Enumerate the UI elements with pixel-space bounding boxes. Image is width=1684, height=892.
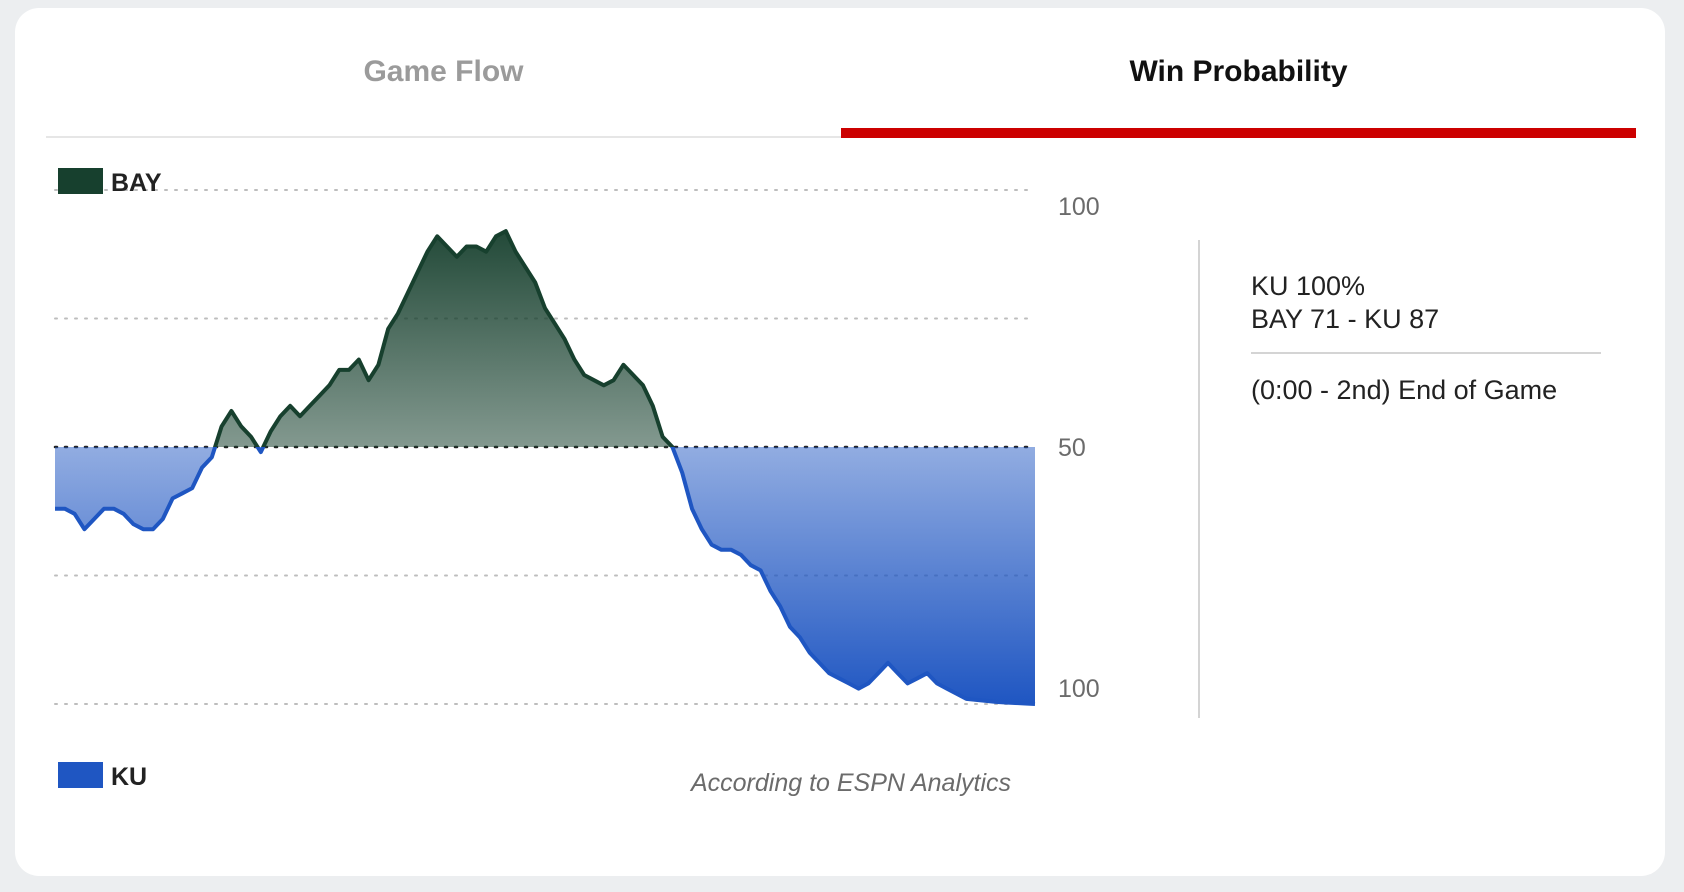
game-status: (0:00 - 2nd) End of Game (1251, 375, 1558, 405)
tab-bar: Game Flow Win Probability (46, 8, 1636, 138)
info-divider (1198, 240, 1200, 718)
info-separator (1251, 352, 1601, 354)
tab-game-flow[interactable]: Game Flow (363, 55, 524, 88)
tab-win-probability[interactable]: Win Probability (1129, 55, 1348, 88)
legend-label-ku: KU (111, 763, 147, 791)
win-probability-value: KU 100% (1251, 271, 1366, 301)
win-probability-chart: 100 50 100 BAY KU According to ESPN Anal… (53, 168, 1100, 797)
active-tab-indicator (841, 128, 1636, 138)
area-bay (55, 231, 1035, 447)
legend-swatch-ku (58, 762, 103, 788)
analytics-credit: According to ESPN Analytics (689, 769, 1011, 797)
area-ku (55, 447, 1035, 704)
legend-swatch-bay (58, 168, 103, 194)
line-bay (212, 229, 675, 447)
win-probability-card: Game Flow Win Probability 100 50 100 BAY (15, 8, 1665, 876)
line-ku (55, 447, 1036, 706)
y-tick-label-top: 100 (1058, 193, 1100, 221)
y-tick-label-bottom: 100 (1058, 675, 1100, 703)
game-info-panel: KU 100% BAY 71 - KU 87 (0:00 - 2nd) End … (1251, 270, 1601, 407)
legend-label-bay: BAY (111, 169, 162, 197)
y-tick-label-middle: 50 (1058, 434, 1086, 462)
final-score: BAY 71 - KU 87 (1251, 304, 1440, 334)
